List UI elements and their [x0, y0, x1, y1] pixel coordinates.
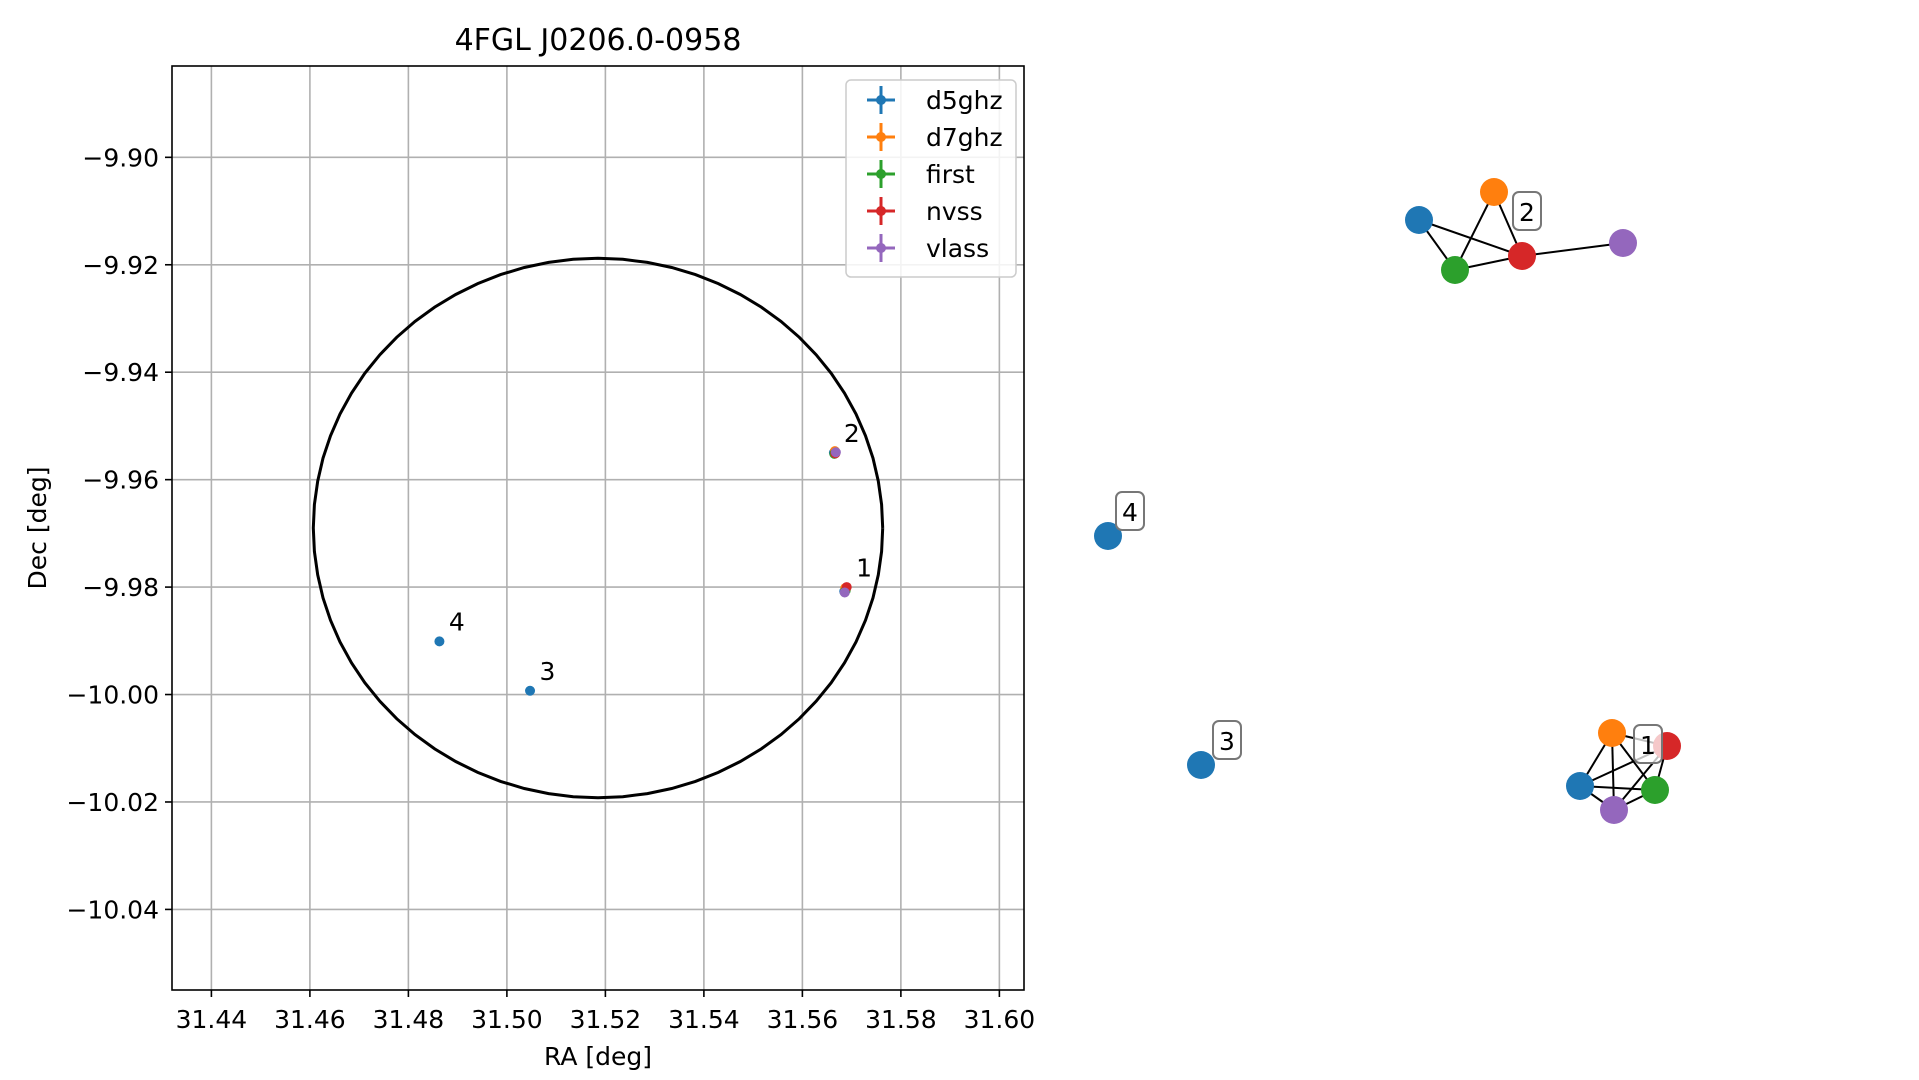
data-point-d5ghz — [434, 636, 445, 647]
y-tick-label: −10.04 — [66, 895, 159, 924]
y-axis-label: Dec [deg] — [23, 467, 52, 590]
network-node-first — [1641, 776, 1669, 804]
network-edges — [1418, 191, 1668, 811]
legend-label-nvss: nvss — [926, 197, 983, 226]
cluster-label-box — [1512, 191, 1542, 231]
cluster-label-text: 3 — [1219, 727, 1235, 756]
legend-label-d5ghz: d5ghz — [926, 86, 1003, 115]
y-tick-label: −10.02 — [66, 788, 159, 817]
x-tick-label: 31.52 — [570, 1005, 642, 1034]
y-tick-label: −9.92 — [82, 251, 159, 280]
data-points — [434, 446, 852, 696]
data-point-d5ghz — [525, 685, 536, 696]
network-node-nvss — [1508, 242, 1536, 270]
y-axis-ticks: −9.90 −9.92 −9.94 −9.96 −9.98 −10.00 −10.02 −10… — [66, 143, 172, 924]
x-tick-label: 31.48 — [373, 1005, 445, 1034]
x-tick-label: 31.44 — [176, 1005, 248, 1034]
legend-marker-vlass — [876, 243, 886, 253]
network-edge — [1454, 191, 1495, 271]
cluster-label-text: 2 — [1519, 198, 1535, 227]
legend-label-vlass: vlass — [926, 234, 989, 263]
legend-box — [845, 79, 1017, 278]
cluster-label: 1 — [1633, 724, 1663, 764]
cluster-label-box — [1633, 724, 1663, 764]
x-tick-label: 31.56 — [767, 1005, 839, 1034]
x-tick-label: 31.58 — [865, 1005, 937, 1034]
grid-lines — [172, 66, 1024, 990]
legend-label-first: first — [926, 160, 975, 189]
point-labels: 1 2 3 4 — [449, 419, 872, 686]
network-node-d7ghz — [1480, 178, 1508, 206]
legend-marker-first — [876, 169, 886, 179]
cluster-label: 4 — [1115, 491, 1145, 531]
error-circle-layer — [311, 256, 885, 800]
network-edge — [1521, 242, 1624, 257]
point-label: 2 — [844, 419, 860, 448]
network-node-d7ghz — [1598, 719, 1626, 747]
network-node-d5ghz — [1566, 772, 1594, 800]
x-tick-label: 31.46 — [274, 1005, 346, 1034]
y-tick-label: −9.96 — [82, 466, 159, 495]
network-graph-panel: 1 2 3 4 — [1094, 178, 1681, 824]
network-node-d5ghz — [1094, 522, 1122, 550]
y-tick-label: −9.98 — [82, 573, 159, 602]
cluster-label-text: 1 — [1640, 731, 1656, 760]
network-node-vlass — [1600, 796, 1628, 824]
legend-marker-nvss — [876, 206, 886, 216]
data-point-vlass — [839, 587, 850, 598]
cluster-label-box — [1212, 720, 1242, 760]
plot-frame — [171, 65, 1025, 991]
network-node-vlass — [1609, 229, 1637, 257]
legend-marker-d5ghz — [876, 95, 886, 105]
legend-label-d7ghz: d7ghz — [926, 123, 1003, 152]
x-axis-ticks: 31.44 31.46 31.48 31.50 31.52 31.54 31.56 31.58… — [176, 990, 1036, 1034]
network-nodes — [1094, 178, 1681, 824]
y-tick-label: −10.00 — [66, 681, 159, 710]
point-label: 1 — [856, 553, 872, 582]
network-node-d5ghz — [1187, 751, 1215, 779]
error-circle — [311, 256, 885, 800]
x-axis-label: RA [deg] — [544, 1042, 652, 1071]
x-tick-label: 31.50 — [471, 1005, 543, 1034]
y-tick-label: −9.90 — [82, 143, 159, 172]
point-label: 3 — [540, 657, 556, 686]
cluster-label: 3 — [1212, 720, 1242, 760]
cluster-label-text: 4 — [1122, 498, 1138, 527]
y-tick-label: −9.94 — [82, 358, 159, 387]
cluster-label-box — [1115, 491, 1145, 531]
legend-marker-d7ghz — [876, 132, 886, 142]
x-tick-label: 31.60 — [964, 1005, 1036, 1034]
network-node-d5ghz — [1405, 206, 1433, 234]
legend: d5ghz d7ghz first nvss vlass — [845, 79, 1017, 278]
chart-title: 4FGL J0206.0-0958 — [455, 23, 742, 58]
x-tick-label: 31.54 — [668, 1005, 740, 1034]
data-point-vlass — [830, 447, 841, 458]
point-label: 4 — [449, 608, 465, 637]
cluster-label: 2 — [1512, 191, 1542, 231]
network-node-first — [1441, 256, 1469, 284]
network-cluster-labels: 1 2 3 4 — [1115, 191, 1663, 764]
